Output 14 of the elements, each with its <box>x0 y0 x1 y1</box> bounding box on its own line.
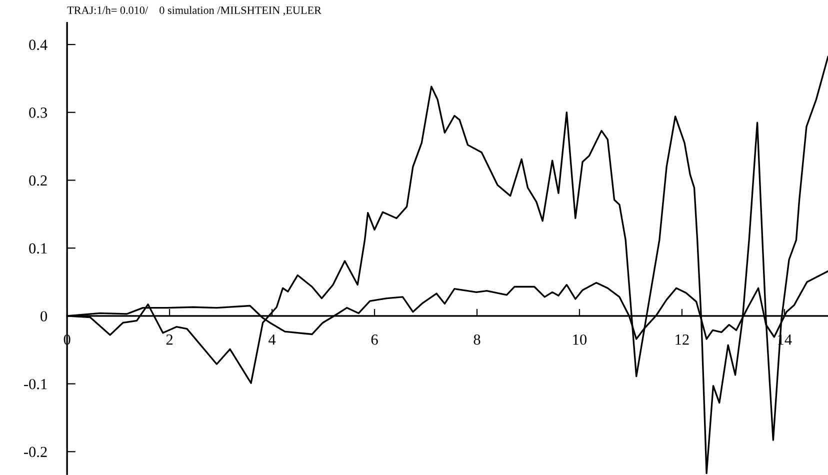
x-tick-label: 4 <box>268 334 276 345</box>
x-tick-label: 10 <box>573 334 587 345</box>
y-tick-label: -0.2 <box>24 446 47 458</box>
x-tick-label: 6 <box>371 334 378 345</box>
chart-title: TRAJ:1/h= 0.010/ 0 simulation /MILSHTEIN ,EULER <box>67 6 322 16</box>
y-tick-label: 0 <box>40 311 48 322</box>
y-tick-label: 0.4 <box>29 40 48 50</box>
x-tick-label: 12 <box>676 334 689 345</box>
y-tick-label: -0.1 <box>24 378 47 390</box>
y-tick-label: 0.2 <box>29 175 47 186</box>
y-tick-label: 0.3 <box>29 108 48 118</box>
x-tick-label: 8 <box>474 334 480 345</box>
y-tick-label: 0.1 <box>29 243 47 254</box>
x-tick-label: 2 <box>166 334 173 345</box>
